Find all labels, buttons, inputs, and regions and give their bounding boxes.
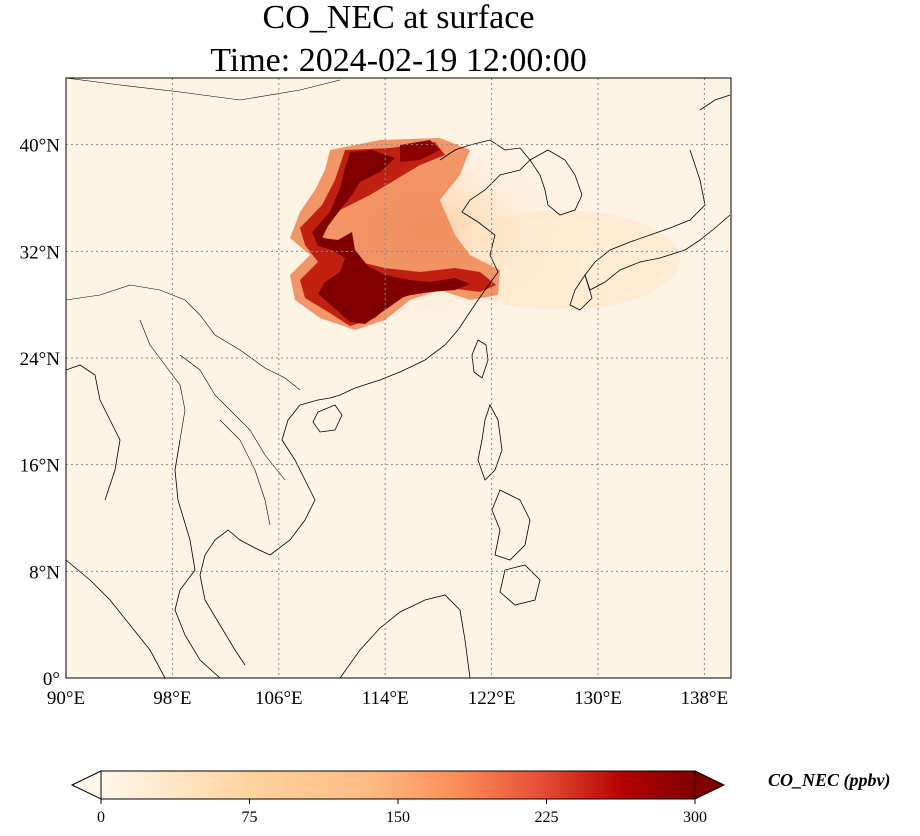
- taiwan-coastline: [471, 339, 489, 379]
- colorbar-gradient: [101, 771, 695, 799]
- lon-tick-label: 114°E: [362, 688, 409, 709]
- longitude-ticks: 90°E 98°E 106°E 114°E 122°E 130°E 138°E: [47, 688, 728, 709]
- colorbar-extend-low: [70, 770, 102, 800]
- lat-tick-label: 24°N: [20, 349, 61, 370]
- lat-tick-label: 16°N: [20, 456, 61, 477]
- lon-tick-label: 130°E: [574, 688, 622, 709]
- lon-tick-label: 122°E: [468, 688, 516, 709]
- philippines-south: [491, 489, 531, 561]
- lat-tick-label: 40°N: [20, 136, 61, 157]
- lat-tick-label: 8°N: [29, 562, 60, 583]
- indochina-coastline: [199, 404, 316, 666]
- map-title-line1: CO_NEC at surface: [262, 0, 535, 36]
- colorbar-tick-label: 150: [386, 809, 410, 826]
- colorbar-tick-label: 300: [683, 809, 707, 826]
- myanmar-coastline: [66, 364, 121, 501]
- gridlines: [66, 78, 731, 678]
- lon-tick-label: 106°E: [255, 688, 303, 709]
- sumatra-coastline: [66, 559, 166, 678]
- japan-kyushu: [569, 274, 593, 311]
- map-frame: [65, 77, 732, 679]
- colorbar-extend-high: [694, 770, 726, 800]
- thailand-coastline: [174, 439, 221, 678]
- colorbar: 0 75 150 225 300: [70, 770, 726, 826]
- lat-tick-label: 0°: [43, 669, 60, 690]
- korea-coastline: [529, 149, 583, 216]
- colorbar-ticks: 0 75 150 225 300: [97, 799, 707, 826]
- map-title-line2: Time: 2024-02-19 12:00:00: [210, 42, 587, 79]
- borneo-coastline: [339, 594, 471, 678]
- plume-max: [312, 150, 470, 324]
- concentration-field: [260, 120, 680, 340]
- plume-max-north: [400, 140, 440, 162]
- hainan-coastline: [312, 404, 343, 433]
- hokkaido: [699, 94, 731, 111]
- luzon-coastline: [477, 403, 503, 481]
- colorbar-tick-label: 225: [535, 809, 559, 826]
- colorbar-tick-label: 75: [242, 809, 258, 826]
- plume-haze-east: [440, 210, 680, 310]
- latitude-ticks: 0° 8°N 16°N 24°N 32°N 40°N: [20, 136, 61, 690]
- lon-tick-label: 98°E: [153, 688, 191, 709]
- lon-tick-label: 90°E: [47, 688, 85, 709]
- lat-tick-label: 32°N: [20, 242, 61, 263]
- mindanao-coastline: [499, 564, 541, 606]
- china-coastline: [299, 139, 531, 406]
- colorbar-label: CO_NEC (ppbv): [768, 770, 891, 790]
- colorbar-tick-label: 0: [97, 809, 105, 826]
- lon-tick-label: 138°E: [681, 688, 729, 709]
